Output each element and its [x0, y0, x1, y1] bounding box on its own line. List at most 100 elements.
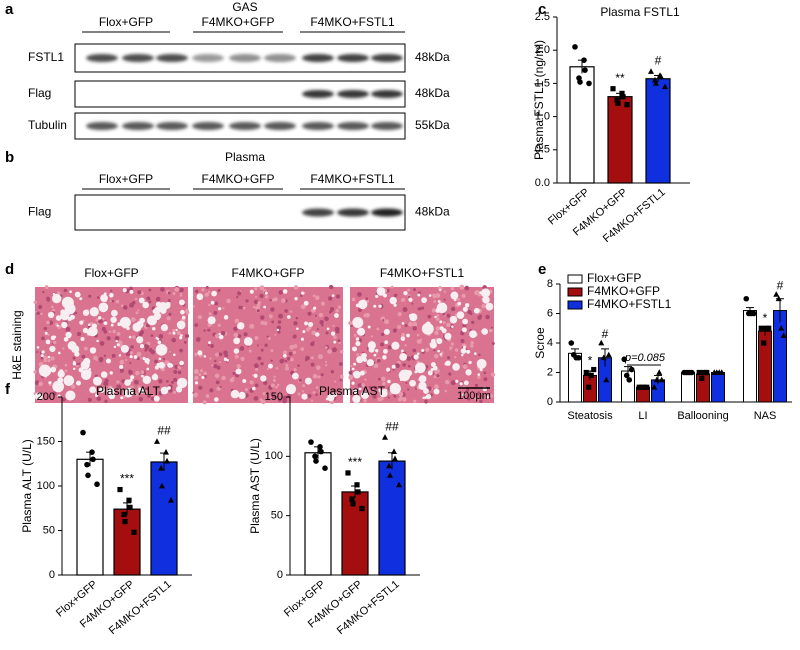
tissue-speck: [474, 396, 478, 401]
vacuole: [331, 294, 335, 298]
data-point: [154, 438, 160, 444]
tissue-speck: [82, 319, 85, 322]
vacuole: [142, 356, 146, 361]
tissue-speck: [213, 310, 218, 315]
vacuole: [389, 383, 401, 395]
vacuole: [285, 384, 297, 395]
tissue-speck: [256, 309, 260, 313]
tissue-speck: [207, 328, 211, 332]
data-point: [577, 79, 583, 85]
tissue-speck: [373, 386, 378, 390]
vacuole: [50, 366, 57, 373]
tissue-speck: [278, 398, 282, 403]
vacuole: [427, 370, 433, 376]
bar: [150, 461, 178, 576]
tissue-speck: [460, 338, 465, 343]
vacuole: [291, 372, 299, 380]
tissue-speck: [329, 309, 333, 313]
tissue-speck: [145, 323, 150, 328]
tissue-speck: [198, 385, 203, 390]
vacuole: [129, 355, 133, 359]
tissue-speck: [138, 396, 144, 402]
tissue-speck: [236, 295, 239, 299]
tissue-speck: [33, 370, 37, 374]
vacuole: [477, 373, 481, 376]
tissue-speck: [280, 358, 285, 363]
vacuole: [460, 348, 467, 354]
vacuole: [282, 289, 288, 294]
tissue-speck: [129, 302, 135, 308]
vacuole: [156, 362, 161, 367]
tissue-speck: [197, 315, 202, 320]
vacuole: [418, 375, 427, 383]
tissue-speck: [339, 374, 344, 379]
tissue-speck: [317, 375, 321, 379]
vacuole: [100, 294, 108, 303]
tissue-speck: [434, 370, 438, 375]
tissue-speck: [446, 313, 451, 318]
tissue-speck: [194, 352, 198, 357]
vacuole: [34, 392, 43, 401]
tissue-speck: [122, 305, 128, 310]
vacuole: [452, 363, 460, 371]
vacuole: [138, 297, 145, 304]
tissue-speck: [125, 359, 128, 362]
vacuole: [294, 297, 298, 301]
vacuole: [158, 357, 162, 361]
vacuole: [120, 396, 124, 400]
data-point: [354, 482, 360, 488]
data-point: [750, 310, 757, 317]
tissue-speck: [46, 320, 50, 325]
data-point: [318, 448, 324, 455]
vacuole: [117, 322, 122, 327]
vacuole: [92, 376, 102, 386]
vacuole: [158, 302, 168, 312]
vacuole: [96, 339, 99, 343]
tissue-speck: [310, 341, 315, 347]
data-point: [761, 340, 767, 346]
blot-band: [229, 54, 261, 62]
blot-band: [192, 122, 224, 130]
tissue-speck: [64, 289, 68, 292]
tissue-speck: [348, 321, 353, 326]
y-tick-label: 50: [43, 524, 55, 536]
tissue-speck: [446, 322, 451, 328]
tissue-speck: [173, 377, 178, 382]
data-point: [163, 448, 169, 455]
data-point: [312, 453, 318, 460]
vacuole: [485, 302, 494, 311]
tissue-speck: [261, 400, 266, 405]
tissue-speck: [421, 306, 425, 310]
tissue-speck: [297, 364, 300, 367]
vacuole: [455, 379, 459, 383]
vacuole: [74, 291, 81, 298]
vacuole: [387, 379, 391, 384]
tissue-speck: [260, 361, 264, 366]
vacuole: [359, 370, 365, 376]
tissue-speck: [467, 309, 472, 315]
tissue-speck: [248, 349, 252, 353]
vacuole: [124, 379, 131, 386]
row-label: Flag: [28, 205, 51, 219]
data-point: [600, 354, 607, 361]
tissue-speck: [219, 361, 222, 364]
tissue-speck: [330, 370, 335, 374]
data-point: [386, 462, 392, 469]
vacuole: [179, 336, 183, 340]
data-point: [313, 458, 319, 464]
tissue-speck: [121, 304, 124, 308]
tissue-speck: [400, 332, 406, 338]
tissue-speck: [328, 284, 334, 290]
data-point: [159, 482, 165, 489]
tissue-speck: [444, 379, 450, 385]
tissue-speck: [332, 388, 337, 394]
vacuole: [375, 348, 379, 353]
bar: [378, 460, 406, 576]
vacuole: [437, 299, 441, 303]
vacuole: [58, 351, 61, 355]
tissue-speck: [195, 337, 201, 342]
size-label: 48kDa: [415, 50, 450, 64]
tissue-speck: [144, 349, 148, 352]
vacuole: [424, 396, 427, 399]
vacuole: [373, 304, 377, 308]
